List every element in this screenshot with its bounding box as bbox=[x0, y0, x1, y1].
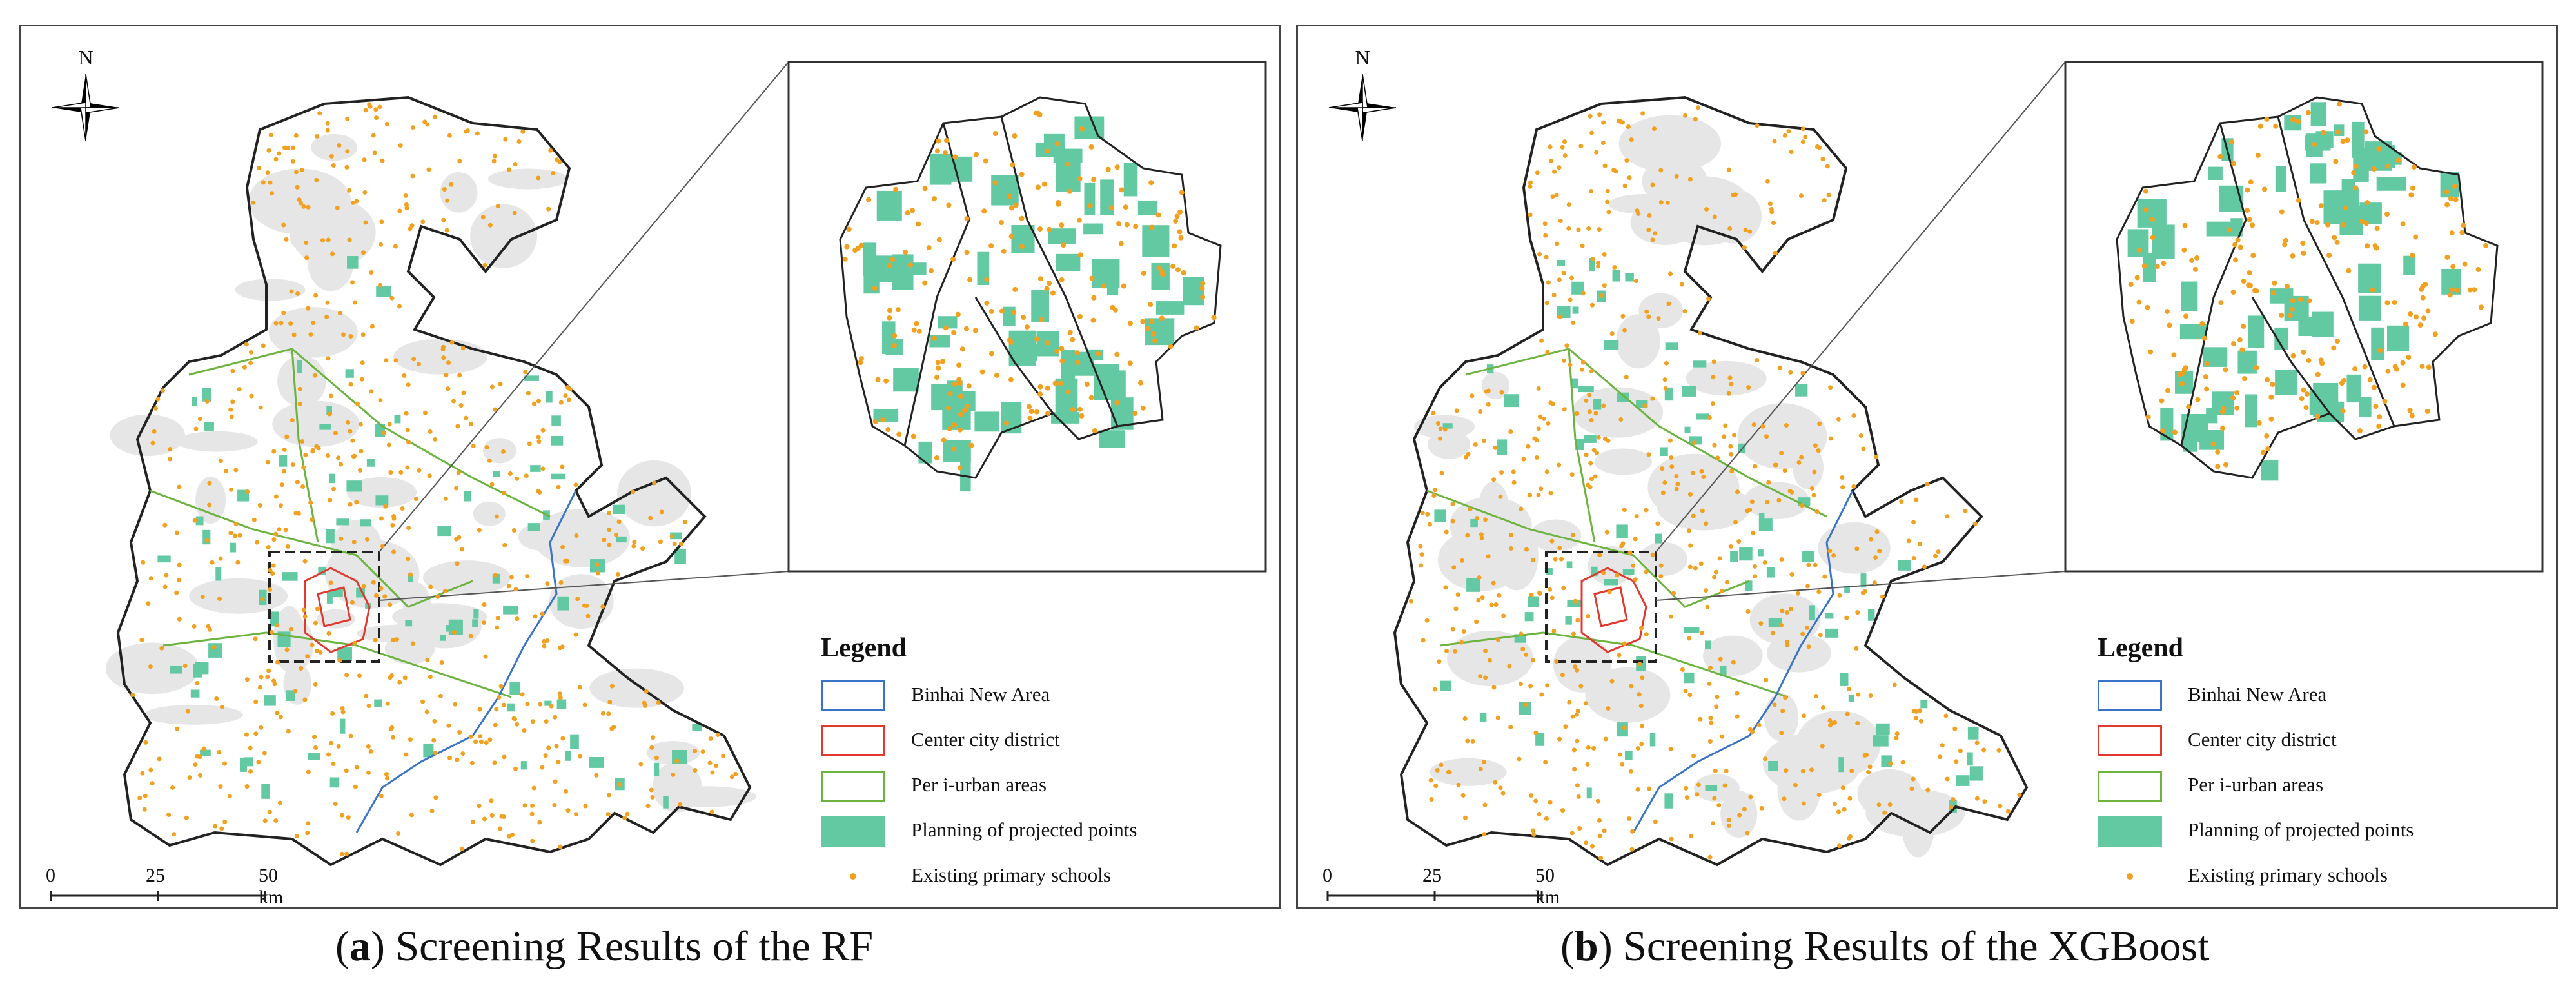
scale-bar: 0 25 50 km bbox=[46, 865, 283, 907]
legend-swatch-schools bbox=[2098, 861, 2162, 892]
tianjin-base-map bbox=[105, 61, 1267, 867]
legend-swatch-peri-urban bbox=[821, 771, 885, 802]
legend-label: Existing primary schools bbox=[2188, 863, 2388, 886]
legend-label: Binhai New Area bbox=[2188, 683, 2327, 705]
legend-item-binhai: Binhai New Area bbox=[2098, 678, 2549, 714]
legend-swatch-planning bbox=[2098, 816, 2162, 847]
scale-tick-0: 0 bbox=[1322, 865, 1332, 886]
scale-tick-50: 50 km bbox=[259, 865, 284, 908]
map-legend: Legend Binhai New Area Center city distr… bbox=[821, 633, 1272, 903]
legend-item-schools: Existing primary schools bbox=[2098, 858, 2549, 894]
caption-letter: b bbox=[1574, 923, 1598, 970]
legend-label: Per i-urban areas bbox=[2188, 773, 2324, 796]
legend-item-peri-urban: Per i-urban areas bbox=[821, 768, 1272, 804]
legend-label: Center city district bbox=[2188, 728, 2337, 751]
legend-item-center-city: Center city district bbox=[821, 723, 1272, 759]
caption-text: Screening Results of the XGBoost bbox=[1612, 923, 2210, 970]
legend-swatch-planning bbox=[821, 816, 885, 847]
legend-item-binhai: Binhai New Area bbox=[821, 678, 1272, 714]
north-label: N bbox=[1355, 46, 1370, 69]
legend-swatch-binhai bbox=[821, 680, 885, 711]
map-panel-xgboost: N 0 25 50 km Legend Binhai New Area Cen bbox=[1296, 25, 2558, 909]
scale-tick-0: 0 bbox=[46, 865, 55, 886]
caption-a: (a) Screening Results of the RF bbox=[335, 923, 874, 970]
legend-title: Legend bbox=[2098, 633, 2184, 663]
scale-tick-25: 25 bbox=[146, 865, 165, 886]
legend-item-planning: Planning of projected points bbox=[2098, 813, 2549, 849]
legend-swatch-binhai bbox=[2098, 680, 2162, 711]
map-canvas bbox=[1393, 61, 2544, 867]
caption-b: (b) Screening Results of the XGBoost bbox=[1560, 923, 2210, 970]
legend-label: Center city district bbox=[911, 728, 1060, 751]
legend-swatch-schools bbox=[821, 861, 885, 892]
legend-title: Legend bbox=[821, 633, 907, 663]
map-panel-rf: N 0 25 50 km Legend Binhai New Area Cen bbox=[19, 25, 1281, 909]
map-legend: Legend Binhai New Area Center city distr… bbox=[2098, 633, 2549, 903]
scale-tick-25: 25 bbox=[1422, 865, 1442, 886]
north-arrow-icon: N bbox=[1324, 46, 1401, 149]
tianjin-base-map bbox=[1393, 61, 2544, 867]
legend-swatch-peri-urban bbox=[2098, 771, 2162, 802]
legend-label: Binhai New Area bbox=[911, 683, 1050, 705]
legend-item-planning: Planning of projected points bbox=[821, 813, 1272, 849]
map-canvas bbox=[105, 61, 1267, 867]
caption-letter: a bbox=[349, 923, 371, 970]
legend-item-schools: Existing primary schools bbox=[821, 858, 1272, 894]
north-label: N bbox=[78, 46, 93, 69]
legend-label: Planning of projected points bbox=[911, 818, 1137, 841]
legend-label: Existing primary schools bbox=[911, 863, 1111, 886]
scale-tick-50: 50 km bbox=[1535, 865, 1560, 908]
legend-item-center-city: Center city district bbox=[2098, 723, 2549, 759]
legend-label: Per i-urban areas bbox=[911, 773, 1047, 796]
legend-swatch-center-city bbox=[2098, 725, 2162, 756]
scale-bar: 0 25 50 km bbox=[1322, 865, 1560, 907]
caption-text: Screening Results of the RF bbox=[384, 923, 874, 970]
legend-item-peri-urban: Per i-urban areas bbox=[2098, 768, 2549, 804]
legend-swatch-center-city bbox=[821, 725, 885, 756]
north-arrow-icon: N bbox=[47, 46, 124, 149]
legend-label: Planning of projected points bbox=[2188, 818, 2414, 841]
